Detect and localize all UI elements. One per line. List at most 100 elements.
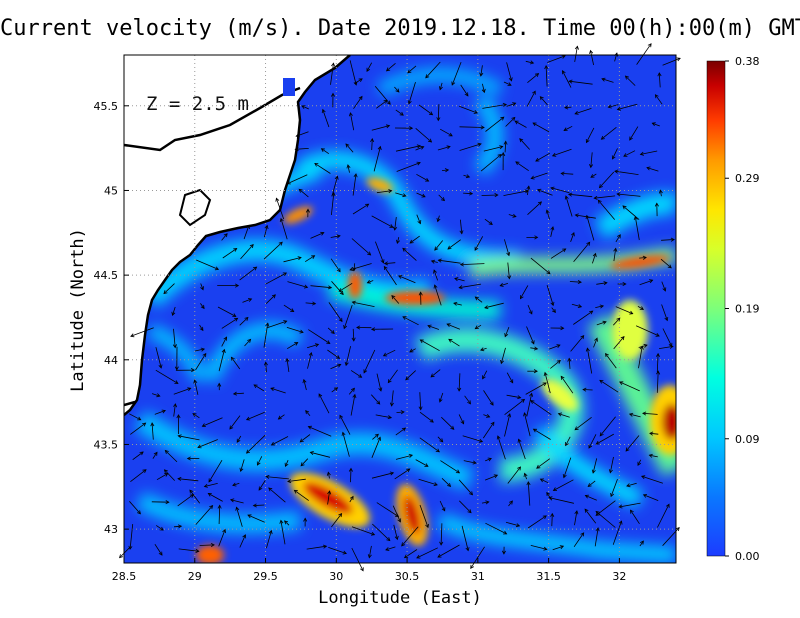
vector-arrow — [524, 412, 531, 437]
vector-arrow — [454, 278, 465, 282]
vector-arrowhead — [200, 347, 206, 352]
vector-arrow — [408, 81, 416, 104]
vector-arrow — [503, 190, 529, 196]
vector-arrow — [573, 532, 585, 548]
vector-arrow — [221, 336, 227, 347]
vector-arrowhead — [530, 400, 535, 404]
vector-arrowhead — [235, 506, 240, 511]
vector-arrowhead — [654, 94, 659, 99]
vector-arrow — [327, 472, 330, 479]
vector-arrow — [482, 83, 485, 93]
vector-arrowhead — [351, 337, 356, 342]
vector-arrowhead — [331, 191, 336, 197]
x-tick-label: 30.5 — [395, 570, 420, 583]
vector-arrowhead — [552, 308, 556, 314]
vector-arrowhead — [574, 110, 579, 115]
vector-arrowhead — [171, 311, 176, 316]
vector-arrow — [574, 510, 578, 526]
vector-arrow — [474, 236, 484, 251]
vector-arrow — [658, 72, 661, 88]
vector-arrowhead — [161, 409, 166, 414]
vector-arrow — [459, 500, 472, 513]
x-tick-label: 31 — [471, 570, 485, 583]
vector-arrowhead — [150, 422, 155, 427]
vector-arrow — [563, 457, 572, 478]
vector-arrow — [395, 145, 421, 152]
vector-arrowhead — [367, 251, 372, 256]
vector-arrow — [453, 302, 462, 306]
vector-arrowhead — [662, 287, 667, 292]
vector-arrowhead — [234, 317, 239, 322]
vector-arrowhead — [523, 472, 528, 477]
vector-arrowhead — [425, 177, 430, 182]
vector-arrow — [459, 126, 485, 128]
vector-arrowhead — [366, 67, 371, 72]
vector-arrowhead — [657, 72, 662, 77]
vector-arrowhead — [199, 326, 204, 332]
vector-arrow — [322, 109, 330, 128]
vector-arrowhead — [490, 421, 495, 426]
vector-arrowhead — [539, 478, 545, 483]
vector-arrowhead — [480, 347, 485, 352]
vector-arrowhead — [649, 431, 654, 436]
vector-arrowhead — [176, 414, 181, 419]
vector-arrowhead — [642, 255, 647, 260]
vector-arrowhead — [256, 461, 261, 466]
vector-arrowhead — [543, 371, 548, 377]
vector-arrowhead — [286, 180, 291, 185]
vector-arrow — [218, 505, 221, 525]
vector-arrowhead — [370, 137, 375, 143]
coastline — [124, 55, 351, 416]
vector-arrowhead — [173, 403, 178, 408]
vector-arrow — [327, 349, 340, 359]
vector-arrowhead — [552, 487, 557, 491]
vector-arrowhead — [499, 283, 504, 287]
vector-arrow — [308, 329, 331, 344]
vector-arrowhead — [298, 188, 303, 193]
vector-arrowhead — [542, 382, 547, 387]
vector-arrowhead — [294, 147, 299, 152]
vector-arrowhead — [545, 209, 550, 214]
vector-arrowhead — [500, 116, 505, 121]
vector-arrowhead — [377, 436, 381, 441]
vector-arrowhead — [559, 545, 565, 550]
border-line — [124, 86, 301, 152]
vector-arrowhead — [417, 220, 422, 225]
vector-arrow — [330, 235, 341, 238]
vector-arrow — [608, 104, 619, 108]
vector-arrowhead — [300, 462, 305, 467]
vector-arrowhead — [279, 217, 284, 223]
vector-arrow — [595, 305, 604, 308]
vector-arrowhead — [433, 482, 438, 487]
vector-arrowhead — [616, 192, 621, 197]
vector-arrow — [434, 240, 444, 251]
vector-arrowhead — [532, 122, 537, 127]
vector-arrow — [258, 480, 266, 491]
vector-arrowhead — [467, 400, 472, 405]
vector-arrow — [448, 338, 460, 347]
vector-arrowhead — [303, 517, 308, 522]
vector-arrowhead — [193, 379, 198, 384]
vector-arrow — [565, 195, 573, 217]
vector-arrowhead — [562, 248, 567, 253]
vector-arrowhead — [514, 120, 519, 125]
vector-arrowhead — [402, 193, 407, 198]
vector-arrow — [375, 414, 392, 419]
vector-arrow — [194, 348, 205, 352]
vector-arrow — [173, 328, 176, 348]
vector-arrow — [373, 146, 381, 172]
vector-arrowhead — [222, 528, 226, 534]
x-axis-label: Longitude (East) — [318, 588, 482, 608]
vector-arrowhead — [556, 344, 561, 348]
vector-arrow — [520, 285, 529, 299]
vector-arrow — [659, 346, 673, 349]
vector-arrow — [638, 344, 648, 348]
vector-arrow — [552, 148, 572, 157]
vector-arrow — [300, 458, 309, 467]
vector-arrow — [504, 141, 507, 153]
vector-arrowhead — [223, 336, 227, 341]
vector-arrow — [500, 347, 506, 364]
vector-arrowhead — [484, 305, 489, 310]
vector-arrowhead — [595, 510, 600, 515]
vector-arrowhead — [464, 92, 469, 97]
